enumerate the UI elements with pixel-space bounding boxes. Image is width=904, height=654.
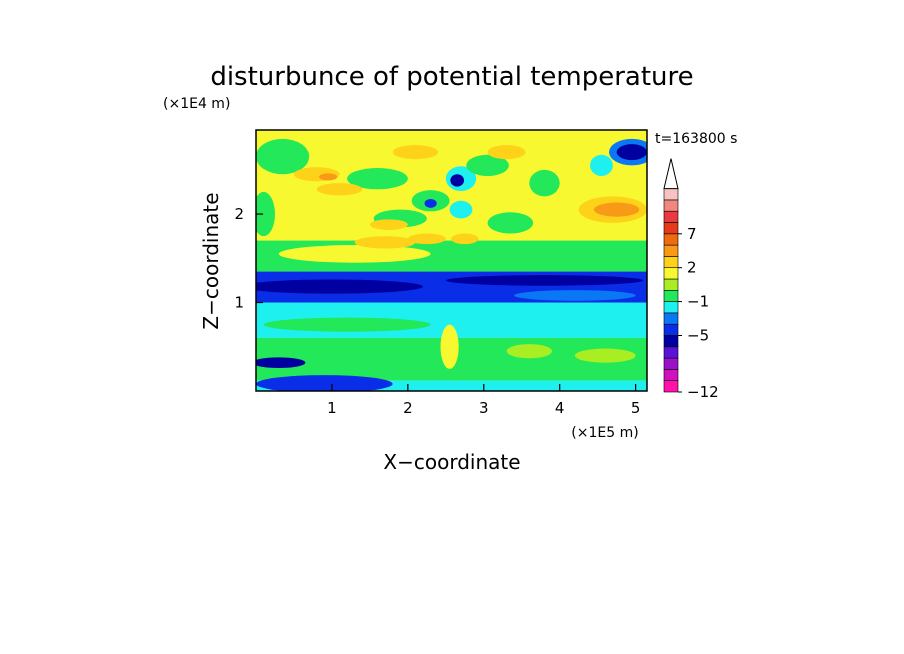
- x-tick-label: 3: [479, 399, 489, 417]
- x-tick-label: 2: [403, 399, 413, 417]
- colorbar-segment: [663, 188, 679, 201]
- colorbar-tick-label: −12: [687, 383, 719, 401]
- y-tick-label: 1: [234, 294, 244, 312]
- y-axis-ticks: 12: [234, 205, 263, 312]
- field-blob-23: [487, 212, 534, 234]
- colorbar-tick-label: 7: [687, 225, 697, 243]
- field-blob-32: [407, 233, 446, 245]
- colorbar-segment: [663, 380, 679, 393]
- field-blob-34: [487, 145, 526, 160]
- field-blob-33: [451, 233, 479, 245]
- x-scale-label: (×1E5 m): [571, 425, 638, 441]
- colorbar-segment: [663, 346, 679, 359]
- field-blob-8: [263, 317, 431, 332]
- colorbar-tick-label: −1: [687, 293, 709, 311]
- colorbar-segment: [663, 199, 679, 212]
- field-blob-6: [256, 357, 306, 368]
- field-blob-15: [354, 236, 416, 249]
- field-blob-29: [316, 183, 363, 196]
- chart-title: disturbunce of potential temperature: [210, 62, 693, 92]
- field-blob-37: [319, 173, 338, 181]
- colorbar: [663, 158, 679, 393]
- field-blob-12: [445, 275, 644, 286]
- contour-field: [256, 130, 647, 391]
- colorbar-segment: [663, 312, 679, 325]
- field-blob-27: [256, 191, 275, 237]
- colorbar-segment: [663, 256, 679, 268]
- colorbar-segment: [663, 301, 679, 314]
- field-blob-13: [514, 290, 636, 301]
- field-blob-31: [392, 145, 439, 160]
- field-blob-10: [574, 348, 636, 363]
- field-blob-24: [529, 169, 560, 197]
- colorbar-segment: [663, 267, 679, 280]
- colorbar-segment: [663, 244, 679, 257]
- colorbar-segment: [663, 369, 679, 381]
- colorbar-segment: [663, 233, 679, 246]
- field-blob-25: [256, 138, 310, 175]
- field-blob-26: [347, 168, 408, 190]
- time-label: t=163800 s: [655, 131, 737, 147]
- y-scale-label: (×1E4 m): [163, 96, 230, 112]
- field-blob-36: [593, 202, 640, 217]
- colorbar-tick-labels: −12−5−127: [678, 225, 719, 401]
- x-axis-ticks: 1 2 3 4 5: [327, 384, 640, 417]
- colorbar-segment: [663, 335, 679, 348]
- field-blob-22: [466, 154, 509, 177]
- field-blob-9: [506, 344, 553, 359]
- x-axis-label: X−coordinate: [383, 450, 520, 474]
- field-blob-11: [256, 279, 424, 294]
- y-tick-label: 2: [234, 205, 244, 223]
- field-blob-5: [256, 375, 393, 391]
- colorbar-segment: [663, 210, 679, 223]
- field-blob-14: [278, 245, 431, 263]
- x-tick-label: 4: [555, 399, 565, 417]
- colorbar-segment: [663, 278, 679, 291]
- x-tick-label: 5: [631, 399, 641, 417]
- colorbar-segment: [663, 357, 679, 370]
- colorbar-extension-arrow: [663, 158, 679, 190]
- field-blob-7: [440, 324, 459, 369]
- field-blob-21: [449, 200, 473, 219]
- field-blob-30: [369, 219, 408, 230]
- colorbar-tick-label: 2: [687, 259, 697, 277]
- colorbar-segment: [663, 289, 679, 302]
- field-blob-18: [424, 199, 437, 208]
- field-blob-40: [616, 144, 647, 161]
- colorbar-tick-label: −5: [687, 327, 709, 345]
- y-axis-label: Z−coordinate: [199, 192, 223, 329]
- colorbar-segment: [663, 323, 679, 336]
- plot-frame: [255, 129, 648, 392]
- x-tick-label: 1: [327, 399, 337, 417]
- field-blob-38: [590, 154, 613, 177]
- field-layer-0: [256, 380, 647, 391]
- field-blob-20: [450, 174, 465, 187]
- colorbar-segment: [663, 222, 679, 235]
